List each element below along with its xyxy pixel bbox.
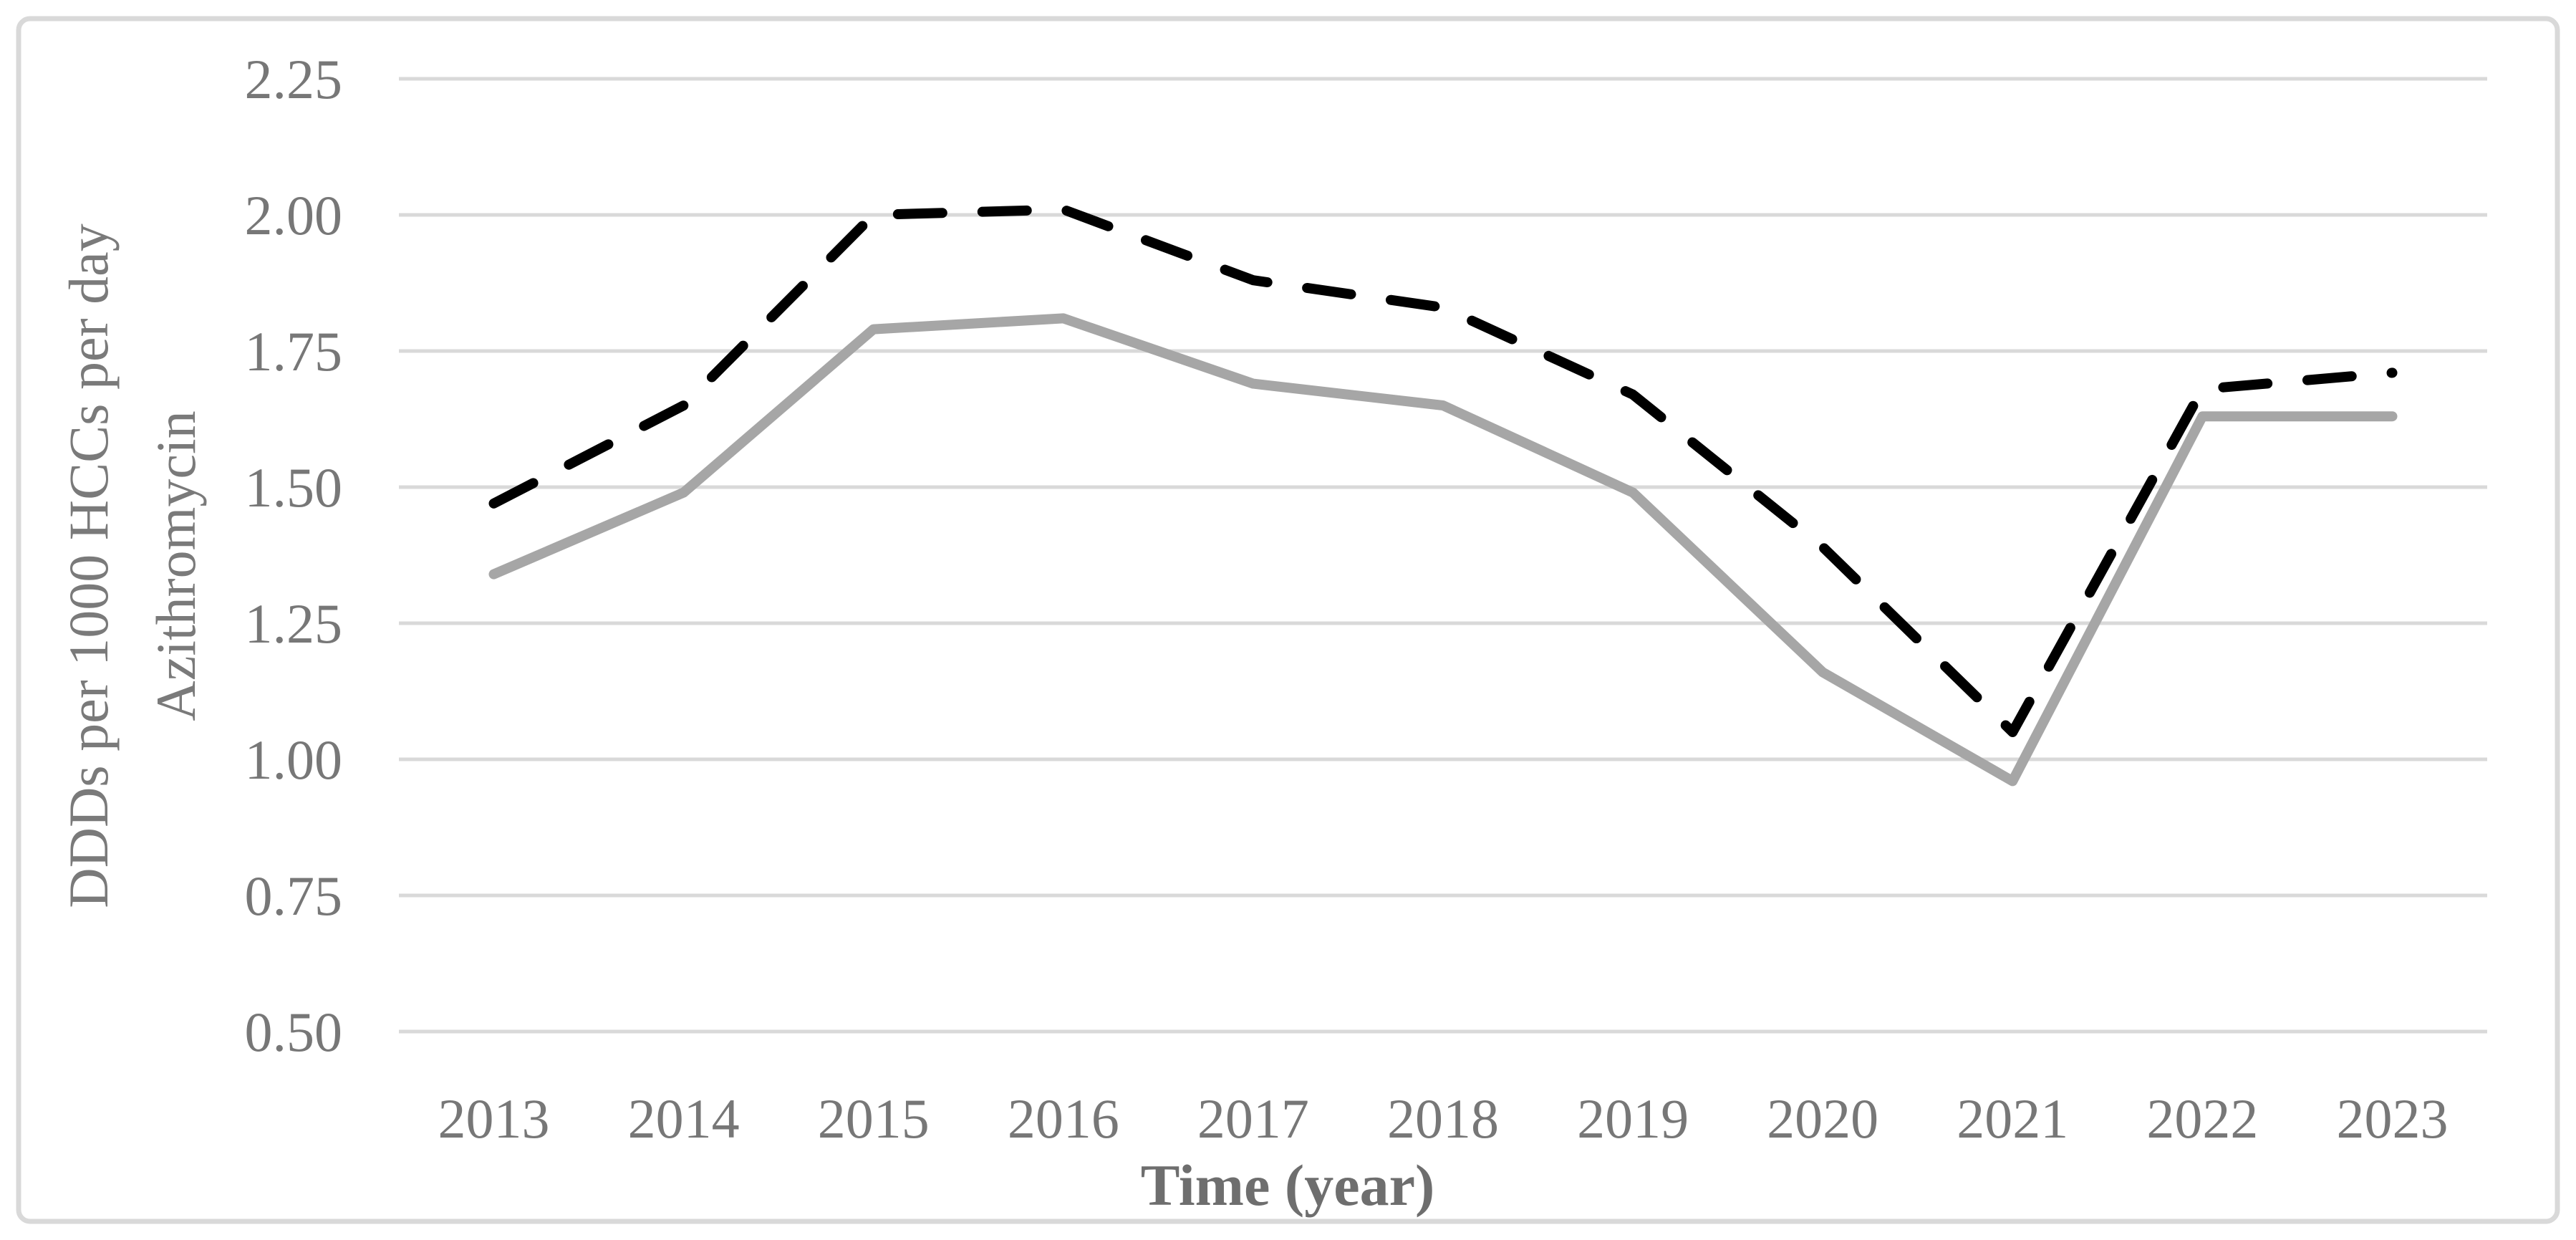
y-tick-label-2.25: 2.25	[245, 48, 343, 110]
figure-border	[16, 16, 2560, 1224]
y-axis-title-line-2: Azithromycin	[145, 410, 207, 721]
x-tick-label-2019: 2019	[1577, 1087, 1689, 1150]
y-tick-label-1.50: 1.50	[245, 456, 343, 519]
y-tick-label-1.00: 1.00	[245, 729, 343, 791]
x-tick-label-2022: 2022	[2146, 1087, 2258, 1150]
x-tick-label-2023: 2023	[2336, 1087, 2448, 1150]
x-tick-label-2016: 2016	[1008, 1087, 1119, 1150]
x-tick-label-2013: 2013	[438, 1087, 550, 1150]
gridlines	[399, 77, 2487, 1034]
y-tick-label-0.50: 0.50	[245, 1001, 343, 1063]
x-tick-label-2014: 2014	[628, 1087, 740, 1150]
x-tick-label-2017: 2017	[1197, 1087, 1309, 1150]
x-axis-tick-labels: 2013 2014 2015 2016 2017 2018 2019 2020 2021 2022…	[438, 1087, 2449, 1150]
series-dashed-black	[488, 204, 2398, 737]
series-solid-gray	[488, 313, 2398, 787]
y-axis-title: DDDs per 1000 HCCs per day Azithromycin	[57, 224, 207, 908]
y-axis-title-line-1: DDDs per 1000 HCCs per day	[57, 224, 120, 908]
y-tick-label-1.75: 1.75	[245, 320, 343, 383]
x-tick-label-2021: 2021	[1957, 1087, 2068, 1150]
y-tick-label-2.00: 2.00	[245, 184, 343, 246]
y-tick-label-0.75: 0.75	[245, 865, 343, 927]
x-tick-label-2018: 2018	[1387, 1087, 1499, 1150]
series-lines	[488, 204, 2398, 787]
x-axis-title: Time (year)	[1141, 1153, 1435, 1218]
x-tick-label-2020: 2020	[1767, 1087, 1878, 1150]
y-tick-label-1.25: 1.25	[245, 592, 343, 655]
x-tick-label-2015: 2015	[818, 1087, 930, 1150]
y-axis-tick-labels: 2.25 2.00 1.75 1.50 1.25 1.00 0.75 0.50	[245, 48, 343, 1063]
